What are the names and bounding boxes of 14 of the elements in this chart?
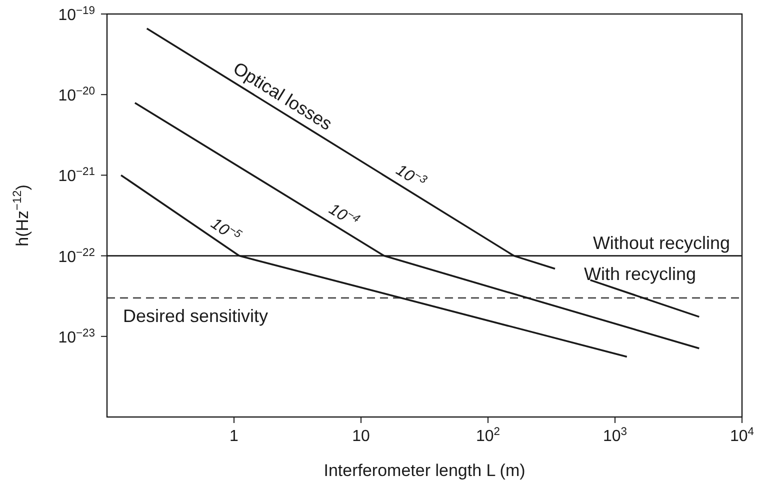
y-tick-label: 10$^{−23}$: [58, 327, 95, 346]
x-tick-label: 1: [230, 428, 239, 445]
x-tick-label: 10$^{4}$: [730, 426, 754, 445]
x-tick-label: 10$^{2}$: [476, 426, 500, 445]
y-tick-label: 10$^{−22}$: [58, 246, 95, 266]
x-tick-label: 10: [352, 428, 370, 445]
y-tick-label: 10$^{−20}$: [58, 86, 95, 105]
ref-line-label: Desired sensitivity: [123, 306, 268, 326]
annotation: With recycling: [584, 264, 696, 284]
y-tick-label: 10$^{−19}$: [58, 5, 95, 24]
x-tick-label: 10$^{3}$: [602, 426, 628, 445]
ref-line-label: Without recycling: [592, 232, 730, 253]
x-axis-title: Interferometer length L (m): [324, 461, 526, 480]
y-tick-label: 10$^{−21}$: [58, 166, 95, 186]
